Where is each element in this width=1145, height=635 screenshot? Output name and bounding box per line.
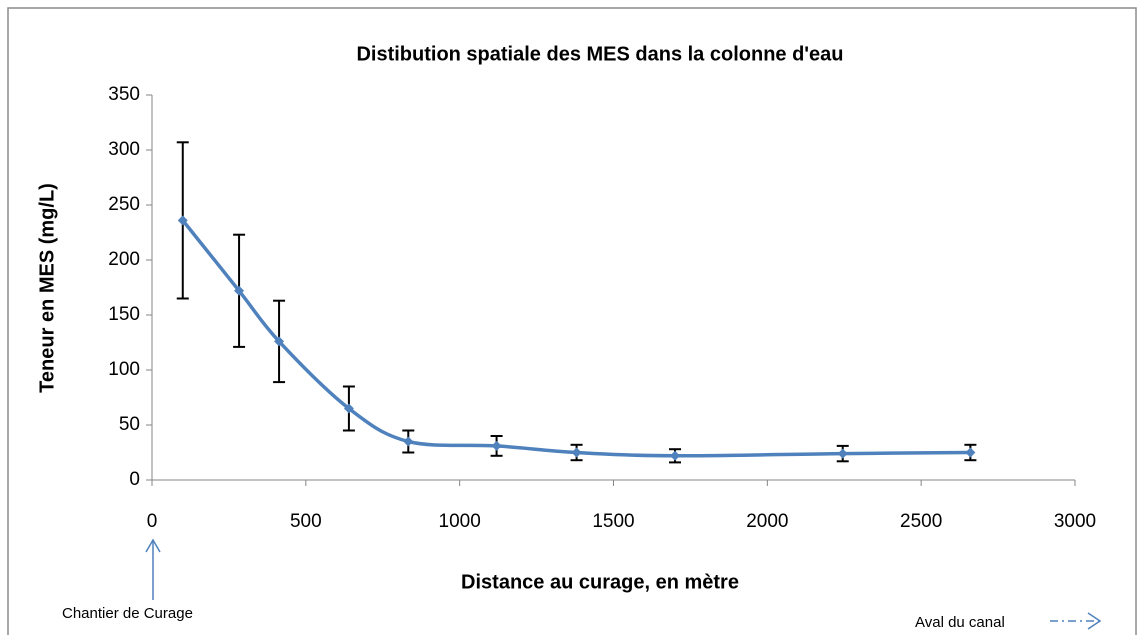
- x-tick-label: 1500: [592, 511, 634, 532]
- marker: [571, 447, 582, 458]
- chart-title: Distibution spatiale des MES dans la col…: [356, 43, 843, 65]
- marker: [343, 403, 354, 414]
- x-tick-label: 1000: [439, 511, 481, 532]
- x-tick-label: 2000: [746, 511, 788, 532]
- y-tick-label: 100: [108, 359, 140, 380]
- marker: [274, 336, 285, 347]
- y-tick-label: 50: [119, 414, 140, 435]
- marker: [965, 447, 976, 458]
- marker: [403, 436, 414, 447]
- y-tick-label: 150: [108, 304, 140, 325]
- series-line: [181, 219, 971, 458]
- x-tick-label: 0: [147, 511, 158, 532]
- x-tick-label: 2500: [900, 511, 942, 532]
- chart-frame: [7, 7, 1137, 635]
- x-tick-label: 3000: [1054, 511, 1096, 532]
- y-tick-label: 0: [129, 469, 140, 490]
- y-tick-label: 200: [108, 249, 140, 270]
- annotation: Aval du canal: [915, 614, 1005, 631]
- marker: [177, 215, 188, 226]
- annotation: Chantier de Curage: [62, 605, 193, 622]
- x-axis-label: Distance au curage, en mètre: [461, 571, 739, 593]
- marker: [234, 285, 245, 296]
- y-tick-label: 250: [108, 194, 140, 215]
- y-axis-label: Teneur en MES (mg/L): [36, 183, 58, 393]
- arrow-right: [1050, 612, 1102, 630]
- x-tick-label: 500: [290, 511, 322, 532]
- marker: [491, 440, 502, 451]
- marker: [670, 450, 681, 461]
- arrow-up: [145, 538, 161, 600]
- y-tick-label: 300: [108, 139, 140, 160]
- marker: [837, 448, 848, 459]
- y-tick-label: 350: [108, 84, 140, 105]
